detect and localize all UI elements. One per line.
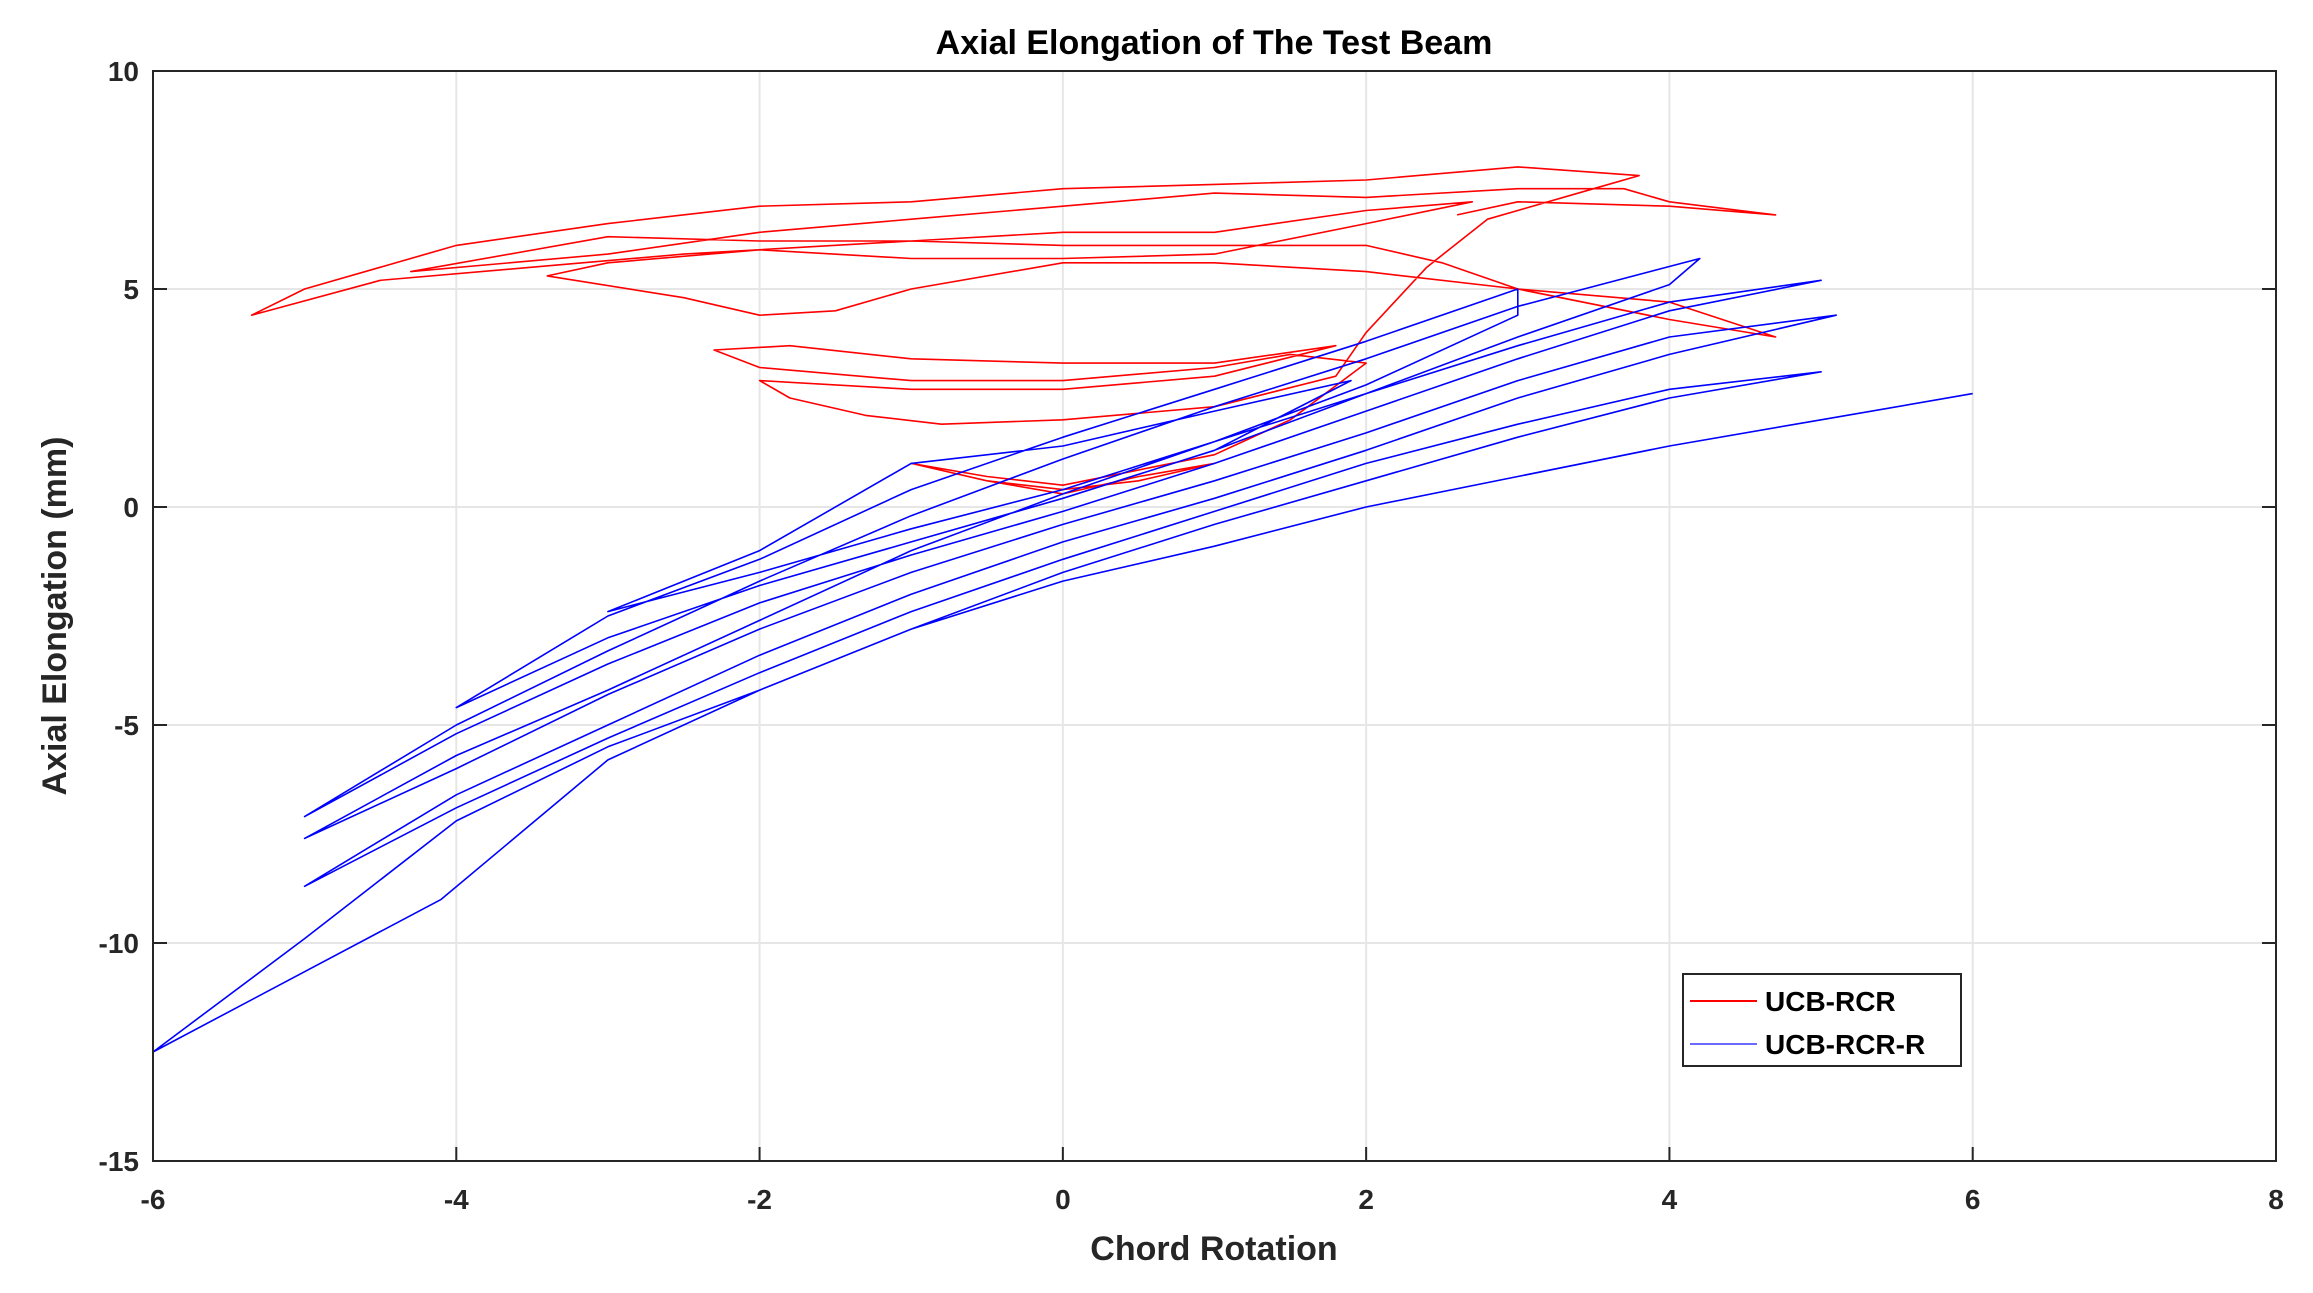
legend-label-ucb-rcr-r: UCB-RCR-R xyxy=(1765,1029,1925,1060)
x-tick-label: 0 xyxy=(1055,1184,1071,1215)
series-line-ucb-rcr-r xyxy=(152,257,1973,1053)
x-tick-label: 6 xyxy=(1965,1184,1981,1215)
y-tick-label: 10 xyxy=(108,56,139,87)
legend-box xyxy=(1682,973,1962,1067)
y-tick-label: -5 xyxy=(114,710,139,741)
y-tick-label: -10 xyxy=(99,928,139,959)
y-tick-label: 0 xyxy=(123,492,139,523)
series-group xyxy=(152,166,1973,1053)
legend: UCB-RCR UCB-RCR-R xyxy=(1682,973,1962,1067)
y-tick-label: 5 xyxy=(123,274,139,305)
x-tick-label: 4 xyxy=(1662,1184,1678,1215)
x-tick-label: -4 xyxy=(444,1184,469,1215)
series-line-ucb-rcr xyxy=(250,166,1777,495)
chart-title: Axial Elongation of The Test Beam xyxy=(936,24,1493,62)
plot-frame xyxy=(152,70,2277,1162)
y-axis-label: Axial Elongation (mm) xyxy=(36,437,74,796)
x-tick-label: 8 xyxy=(2268,1184,2284,1215)
y-tick-label: -15 xyxy=(99,1146,139,1177)
ticks: -6 -4 -2 0 2 4 6 8 -15 -10 -5 0 5 10 xyxy=(99,56,2284,1215)
x-tick-label: -2 xyxy=(747,1184,772,1215)
legend-label-ucb-rcr: UCB-RCR xyxy=(1765,986,1896,1017)
x-tick-label: 2 xyxy=(1358,1184,1374,1215)
x-axis-label: Chord Rotation xyxy=(1090,1230,1337,1268)
x-tick-label: -6 xyxy=(141,1184,166,1215)
